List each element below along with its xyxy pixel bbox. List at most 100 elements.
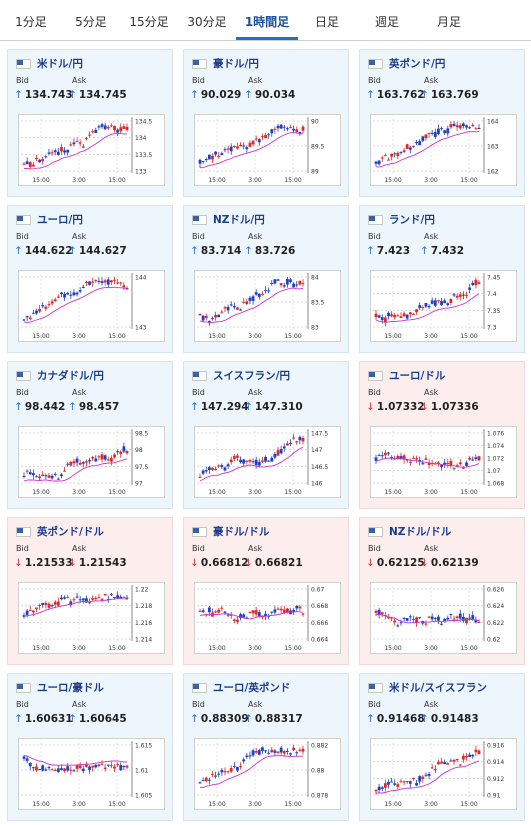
y-tick-label: 1.615 xyxy=(135,743,152,750)
pair-title[interactable]: ユーロ/円 xyxy=(16,212,83,227)
flag-icon xyxy=(368,58,383,69)
mini-chart[interactable]: 144 143 15:00 3:00 15:00 xyxy=(18,270,165,342)
candle-body xyxy=(471,754,475,757)
rate-card[interactable]: 米ドル/スイスフラン Bid Ask ↑ 0.91468 ↑ 0.91483 0.9… xyxy=(359,673,525,821)
pair-title[interactable]: 米ドル/スイスフラン xyxy=(368,680,487,695)
tab-1[interactable]: 1分足 xyxy=(15,15,47,29)
rate-card[interactable]: ユーロ/ドル Bid Ask ↓ 1.07332 ↓ 1.07336 1.076 1.… xyxy=(359,361,525,509)
candle-body xyxy=(22,319,26,321)
rate-card[interactable]: ランド/円 Bid Ask ↑ 7.423 ↑ 7.432 7.45 7.4 7.35 7… xyxy=(359,205,525,353)
pair-title[interactable]: ランド/円 xyxy=(368,212,435,227)
mini-chart[interactable]: 7.45 7.4 7.35 7.3 15:00 3:00 15:00 xyxy=(370,270,517,342)
moving-average-line xyxy=(23,754,128,766)
tab-4[interactable]: 30分足 xyxy=(187,15,227,29)
pair-title[interactable]: 豪ドル/円 xyxy=(192,56,259,71)
ask-value: ↑ 1.60645 xyxy=(68,713,127,725)
candle-body xyxy=(421,463,425,465)
rate-card[interactable]: ユーロ/円 Bid Ask ↑ 144.622 ↑ 144.627 144 143 15… xyxy=(7,205,173,353)
pair-title[interactable]: 豪ドル/ドル xyxy=(192,524,269,539)
mini-chart[interactable]: 0.916 0.914 0.912 0.91 15:00 3:00 15:00 xyxy=(370,738,517,810)
mini-chart[interactable]: 0.882 0.88 0.878 15:00 3:00 15:00 xyxy=(194,738,341,810)
bid-label: Bid xyxy=(16,544,29,553)
candle-body xyxy=(88,459,91,462)
candle-body xyxy=(424,774,428,776)
rate-card[interactable]: スイスフラン/円 Bid Ask ↑ 147.294 ↑ 147.310 147.5… xyxy=(183,361,349,509)
mini-chart[interactable]: 1.615 1.61 1.605 15:00 3:00 15:00 xyxy=(18,738,165,810)
rate-card[interactable]: カナダドル/円 Bid Ask ↑ 98.442 ↑ 98.457 98.5 98 97… xyxy=(7,361,173,509)
pair-title[interactable]: スイスフラン/円 xyxy=(192,368,290,383)
timeframe-tabs: 1分足 5分足 15分足 30分足 1時間足 日足 週足 月足 xyxy=(0,0,531,41)
rate-card[interactable]: 英ポンド/ドル Bid Ask ↓ 1.21533 ↓ 1.21543 1.22 1.… xyxy=(7,517,173,665)
candle-body xyxy=(377,786,381,791)
candle-body xyxy=(374,610,378,613)
candle-body xyxy=(122,446,126,452)
mini-chart[interactable]: 0.67 0.668 0.666 0.664 15:00 3:00 15:00 xyxy=(194,582,341,654)
candle-body xyxy=(214,611,218,613)
candle-body xyxy=(223,467,227,471)
tab-3[interactable]: 15分足 xyxy=(129,15,169,29)
candle-body xyxy=(116,129,120,133)
pair-title[interactable]: NZドル/ドル xyxy=(368,524,451,539)
pair-title[interactable]: 英ポンド/ドル xyxy=(16,524,104,539)
flag-icon xyxy=(192,370,207,381)
candle-body xyxy=(374,313,378,318)
candle-body xyxy=(103,767,107,769)
x-tick-label: 3:00 xyxy=(424,645,438,652)
candle-body xyxy=(415,617,418,623)
rate-card[interactable]: 英ポンド/円 Bid Ask ↑ 163.762 ↑ 163.769 164 163 1… xyxy=(359,49,525,197)
mini-chart[interactable]: 90 89.5 89 15:00 3:00 15:00 xyxy=(194,114,341,186)
candle-body xyxy=(81,768,85,772)
up-arrow-icon: ↑ xyxy=(420,713,429,725)
rate-card[interactable]: 豪ドル/円 Bid Ask ↑ 90.029 ↑ 90.034 90 89.5 89 15… xyxy=(183,49,349,197)
mini-chart[interactable]: 147.5 147 146.5 146 15:00 3:00 15:00 xyxy=(194,426,341,498)
candle-body xyxy=(267,290,271,292)
x-tick-label: 15:00 xyxy=(208,489,225,496)
flag-icon xyxy=(192,58,207,69)
candle-body xyxy=(44,769,48,771)
pair-title[interactable]: NZドル/円 xyxy=(192,212,265,227)
pair-title[interactable]: ユーロ/豪ドル xyxy=(16,680,104,695)
mini-chart[interactable]: 1.22 1.218 1.216 1.214 15:00 3:00 15:00 xyxy=(18,582,165,654)
tab-5[interactable]: 1時間足 xyxy=(236,0,298,40)
tab-2[interactable]: 5分足 xyxy=(75,15,107,29)
mini-chart[interactable]: 98.5 98 97.5 97 15:00 3:00 15:00 xyxy=(18,426,165,498)
rate-card[interactable]: NZドル/ドル Bid Ask ↓ 0.62125 ↓ 0.62139 0.626 0… xyxy=(359,517,525,665)
candle-body xyxy=(380,317,384,321)
candle-body xyxy=(380,612,384,615)
candle-body xyxy=(66,463,70,465)
rate-card[interactable]: 豪ドル/ドル Bid Ask ↓ 0.66812 ↓ 0.66821 0.67 0.6… xyxy=(183,517,349,665)
tab-6[interactable]: 日足 xyxy=(314,15,339,29)
candle-body xyxy=(119,282,123,284)
pair-title[interactable]: ユーロ/ドル xyxy=(368,368,445,383)
candle-body xyxy=(289,279,292,282)
candle-body xyxy=(387,159,390,161)
candle-body xyxy=(207,154,211,160)
ask-label: Ask xyxy=(424,700,439,709)
mini-chart[interactable]: 164 163 162 15:00 3:00 15:00 xyxy=(370,114,517,186)
rate-card[interactable]: ユーロ/英ポンド Bid Ask ↑ 0.88309 ↑ 0.88317 0.882… xyxy=(183,673,349,821)
tab-8[interactable]: 月足 xyxy=(436,15,461,29)
up-arrow-icon: ↑ xyxy=(68,401,77,413)
flag-icon xyxy=(368,214,383,225)
x-tick-label: 15:00 xyxy=(284,645,301,652)
mini-chart[interactable]: 84 83.5 83 15:00 3:00 15:00 xyxy=(194,270,341,342)
candle-body xyxy=(465,294,468,296)
flag-icon xyxy=(368,682,383,693)
candle-body xyxy=(116,451,120,453)
pair-title[interactable]: カナダドル/円 xyxy=(16,368,104,383)
tab-7[interactable]: 週足 xyxy=(374,15,399,29)
candle-body xyxy=(72,770,76,772)
mini-chart[interactable]: 1.076 1.074 1.072 1.07 1.068 15:00 3:00 15:00 xyxy=(370,426,517,498)
mini-chart[interactable]: 134.5 134 133.5 133 15:00 3:00 15:00 xyxy=(18,114,165,186)
pair-title[interactable]: 英ポンド/円 xyxy=(368,56,445,71)
pair-title[interactable]: 米ドル/円 xyxy=(16,56,83,71)
x-tick-label: 15:00 xyxy=(108,801,125,808)
bid-value: ↑ 1.60631 xyxy=(14,713,73,725)
rate-card[interactable]: 米ドル/円 Bid Ask ↑ 134.743 ↑ 134.745 134.5 134… xyxy=(7,49,173,197)
rate-card[interactable]: NZドル/円 Bid Ask ↑ 83.714 ↑ 83.726 84 83.5 83 1… xyxy=(183,205,349,353)
pair-title[interactable]: ユーロ/英ポンド xyxy=(192,680,290,695)
mini-chart[interactable]: 0.626 0.624 0.622 0.62 15:00 3:00 15:00 xyxy=(370,582,517,654)
rate-card[interactable]: ユーロ/豪ドル Bid Ask ↑ 1.60631 ↑ 1.60645 1.615 1… xyxy=(7,673,173,821)
ask-label: Ask xyxy=(72,544,87,553)
candle-body xyxy=(387,452,390,454)
